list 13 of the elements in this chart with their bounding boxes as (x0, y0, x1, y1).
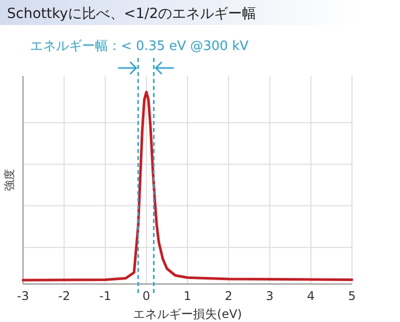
x-tick-label: 3 (266, 289, 274, 303)
x-tick-label: 4 (307, 289, 315, 303)
y-axis-title: 強度 (3, 169, 16, 191)
x-axis-title: エネルギー損失(eV) (133, 307, 242, 321)
x-tick-label: -2 (58, 289, 70, 303)
chart-title: Schottkyに比べ、<1/2のエネルギー幅 (7, 6, 256, 22)
x-tick-label: 2 (224, 289, 232, 303)
x-tick-label: 0 (142, 289, 150, 303)
x-tick-label: 5 (348, 289, 356, 303)
x-tick-label: 1 (184, 289, 192, 303)
x-tick-label: -1 (99, 289, 112, 303)
x-tick-label: -3 (17, 289, 29, 303)
text: エネルギー幅：< 0.35 eV @300 kV (30, 39, 249, 54)
